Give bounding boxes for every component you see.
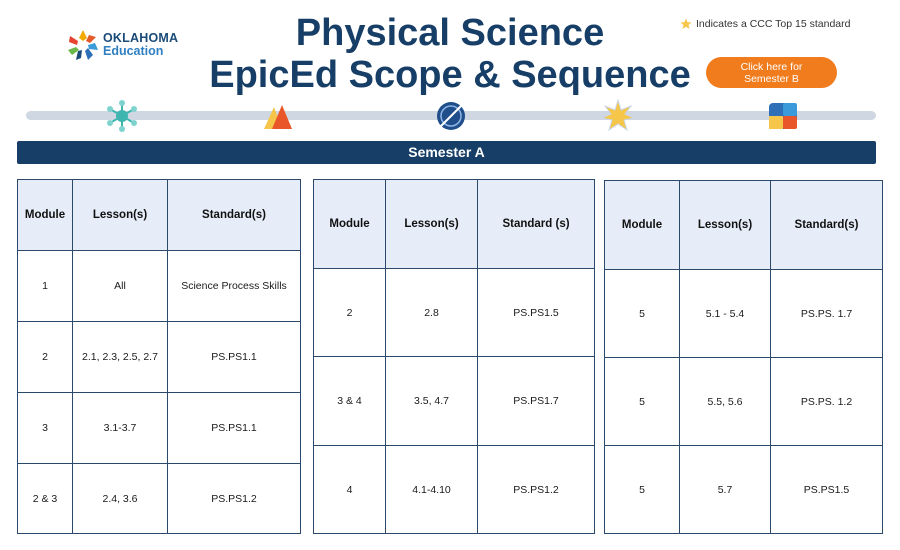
cell-module: 5 [604, 445, 680, 534]
table-header-row: Module Lesson(s) Standard(s) [604, 180, 883, 270]
cell-lessons: 4.1-4.10 [385, 445, 478, 534]
cell-standard: PS.PS. 1.2 [770, 357, 883, 446]
cell-module: 5 [604, 357, 680, 446]
page-title: Physical Science EpicEd Scope & Sequence [190, 12, 710, 96]
scope-table-3: Module Lesson(s) Standard(s) 5 5.1 - 5.4… [604, 180, 883, 534]
scope-table-2: Module Lesson(s) Standard (s) 2 2.8 PS.P… [313, 179, 595, 534]
cell-module: 2 [313, 268, 386, 357]
globe-icon [437, 102, 465, 130]
cell-module: 5 [604, 269, 680, 358]
cell-lessons: 2.4, 3.6 [72, 463, 168, 534]
cell-lessons: 3.5, 4.7 [385, 356, 478, 446]
header-lessons: Lesson(s) [72, 179, 168, 251]
cell-standard: Science Process Skills [167, 250, 301, 322]
star-icon [680, 18, 692, 29]
table-row: 2 2.1, 2.3, 2.5, 2.7 PS.PS1.1 [17, 321, 301, 393]
table-row: 4 4.1-4.10 PS.PS1.2 [313, 445, 595, 534]
cell-module: 3 & 4 [313, 356, 386, 446]
header-standards: Standard(s) [167, 179, 301, 251]
table-row: 5 5.5, 5.6 PS.PS. 1.2 [604, 357, 883, 446]
oklahoma-education-logo: OKLAHOMA Education [66, 28, 178, 62]
header-module: Module [313, 179, 386, 269]
cell-standard: PS.PS. 1.7 [770, 269, 883, 358]
cell-lessons: 2.8 [385, 268, 478, 357]
cell-lessons: All [72, 250, 168, 322]
sun-icon [601, 99, 635, 132]
cell-lessons: 5.5, 5.6 [679, 357, 771, 446]
table-row: 2 & 3 2.4, 3.6 PS.PS1.2 [17, 463, 301, 534]
semester-b-button-label: Click here for Semester B [740, 60, 803, 85]
title-line-1: Physical Science [295, 12, 605, 54]
scope-table-1: Module Lesson(s) Standard(s) 1 All Scien… [17, 179, 301, 534]
table-row: 2 2.8 PS.PS1.5 [313, 268, 595, 357]
table-row: 3 & 4 3.5, 4.7 PS.PS1.7 [313, 356, 595, 446]
cell-standard: PS.PS1.2 [477, 445, 595, 534]
logo-line-education: Education [103, 44, 164, 58]
table-row: 5 5.1 - 5.4 PS.PS. 1.7 [604, 269, 883, 358]
cell-standard: PS.PS1.7 [477, 356, 595, 446]
cell-module: 2 & 3 [17, 463, 73, 534]
cell-module: 4 [313, 445, 386, 534]
header-standards: Standard (s) [477, 179, 595, 269]
semester-b-button[interactable]: Click here for Semester B [706, 57, 837, 88]
cell-lessons: 5.7 [679, 445, 771, 534]
table-header-row: Module Lesson(s) Standard(s) [17, 179, 301, 251]
header-standards: Standard(s) [770, 180, 883, 270]
table-row: 5 5.7 PS.PS1.5 [604, 445, 883, 534]
cell-module: 2 [17, 321, 73, 393]
ccc-note-text: Indicates a CCC Top 15 standard [696, 18, 851, 30]
cell-standard: PS.PS1.1 [167, 321, 301, 393]
cell-lessons: 5.1 - 5.4 [679, 269, 771, 358]
cell-standard: PS.PS1.2 [167, 463, 301, 534]
cell-module: 3 [17, 392, 73, 464]
table-row: 1 All Science Process Skills [17, 250, 301, 322]
molecule-icon [107, 100, 137, 132]
triangle-shapes-icon [264, 105, 292, 129]
header-module: Module [17, 179, 73, 251]
header-module: Module [604, 180, 680, 270]
cell-standard: PS.PS1.1 [167, 392, 301, 464]
ccc-note: Indicates a CCC Top 15 standard [680, 18, 850, 30]
table-row: 3 3.1-3.7 PS.PS1.1 [17, 392, 301, 464]
cell-standard: PS.PS1.5 [770, 445, 883, 534]
cube-icon [769, 103, 797, 129]
cell-lessons: 3.1-3.7 [72, 392, 168, 464]
semester-a-header: Semester A [17, 141, 876, 164]
logo-line-oklahoma: OKLAHOMA [103, 30, 179, 45]
cell-lessons: 2.1, 2.3, 2.5, 2.7 [72, 321, 168, 393]
table-header-row: Module Lesson(s) Standard (s) [313, 179, 595, 269]
title-line-2: EpicEd Scope & Sequence [209, 54, 691, 96]
cell-standard: PS.PS1.5 [477, 268, 595, 357]
logo-mark-icon [68, 30, 98, 60]
header-lessons: Lesson(s) [679, 180, 771, 270]
header-lessons: Lesson(s) [385, 179, 478, 269]
cell-module: 1 [17, 250, 73, 322]
